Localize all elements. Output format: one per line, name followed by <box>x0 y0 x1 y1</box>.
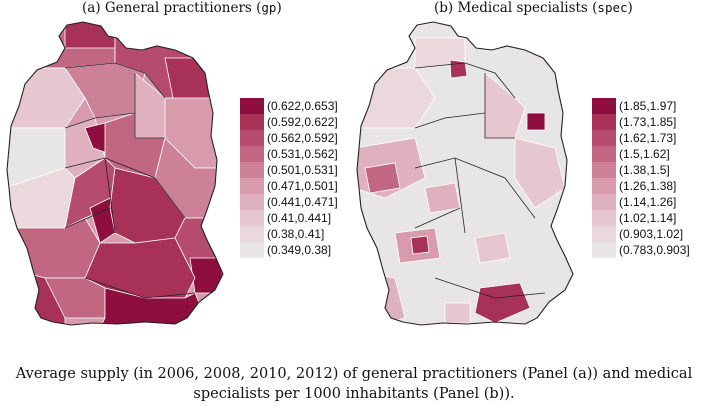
legend-label: (1.62,1.73] <box>619 131 677 145</box>
region-north-coast <box>64 22 116 49</box>
legend-label: (0.622,0.653] <box>267 99 338 113</box>
legend-label: (1.14,1.26] <box>619 195 677 209</box>
region-mannheim <box>410 235 430 255</box>
germany-map-spec <box>356 21 574 326</box>
legend-gp: (0.622,0.653] (0.592,0.622] (0.562,0.592] (… <box>240 98 338 258</box>
legend-entry: (1.73,1.85] <box>592 114 690 130</box>
germany-map-gp <box>6 21 224 326</box>
legend-swatch <box>240 226 264 242</box>
legend-entry: (0.501,0.531] <box>240 162 338 178</box>
region-koeln <box>364 162 401 194</box>
legend-entry: (0.38,0.41] <box>240 226 338 242</box>
legend-swatch <box>592 210 616 226</box>
legend-entry: (0.531,0.562] <box>240 146 338 162</box>
legend-entry: (1.85,1.97] <box>592 98 690 114</box>
legend-label: (0.903,1.02] <box>619 227 684 241</box>
legend-swatch <box>240 242 264 258</box>
legend-label: (1.73,1.85] <box>619 115 677 129</box>
legend-swatch <box>592 178 616 194</box>
legend-swatch <box>592 114 616 130</box>
region-sachsen <box>514 137 566 209</box>
legend-entry: (0.783,0.903] <box>592 242 690 258</box>
panel-a-title: (a) General practitioners (gp) <box>82 0 282 16</box>
legend-swatch <box>592 162 616 178</box>
legend-entry: (1.38,1.5] <box>592 162 690 178</box>
legend-entry: (0.349,0.38] <box>240 242 338 258</box>
legend-swatch <box>240 130 264 146</box>
legend-label: (1.5,1.62] <box>619 147 670 161</box>
legend-entry: (0.903,1.02] <box>592 226 690 242</box>
legend-label: (0.471,0.501] <box>267 179 338 193</box>
region-nuernberg <box>474 232 511 264</box>
panel-b-title: (b) Medical specialists (spec) <box>434 0 633 16</box>
region-allgaeu <box>444 302 471 324</box>
legend-swatch <box>240 210 264 226</box>
legend-entry: (0.622,0.653] <box>240 98 338 114</box>
region-hamburg <box>449 59 468 79</box>
legend-swatch <box>240 178 264 194</box>
legend-swatch <box>592 130 616 146</box>
legend-label: (0.441,0.471] <box>267 195 338 209</box>
legend-swatch <box>592 98 616 114</box>
legend-entry: (0.592,0.622] <box>240 114 338 130</box>
legend-spec: (1.85,1.97] (1.73,1.85] (1.62,1.73] (1.5,1.… <box>592 98 690 258</box>
legend-label: (0.783,0.903] <box>619 243 690 257</box>
legend-entry: (1.02,1.14] <box>592 210 690 226</box>
legend-swatch <box>240 162 264 178</box>
legend-label: (0.501,0.531] <box>267 163 338 177</box>
legend-label: (0.562,0.592] <box>267 131 338 145</box>
caption-line-1: Average supply (in 2006, 2008, 2010, 201… <box>15 366 693 382</box>
legend-swatch <box>240 98 264 114</box>
legend-entry: (1.5,1.62] <box>592 146 690 162</box>
legend-label: (0.531,0.562] <box>267 147 338 161</box>
region-niederbayern <box>189 257 223 294</box>
legend-entry: (0.471,0.501] <box>240 178 338 194</box>
legend-swatch <box>240 194 264 210</box>
legend-swatch <box>592 242 616 258</box>
legend-label: (1.38,1.5] <box>619 163 670 177</box>
legend-label: (1.85,1.97] <box>619 99 677 113</box>
legend-swatch <box>592 226 616 242</box>
legend-label: (0.41,0.441] <box>267 211 332 225</box>
legend-entry: (0.441,0.471] <box>240 194 338 210</box>
legend-swatch <box>240 114 264 130</box>
legend-entry: (0.562,0.592] <box>240 130 338 146</box>
caption-line-2: specialists per 1000 inhabitants (Panel … <box>193 386 515 402</box>
legend-swatch <box>240 146 264 162</box>
panel-b-code: spec <box>597 0 628 15</box>
state-borders-a <box>64 62 196 299</box>
legend-label: (0.38,0.41] <box>267 227 325 241</box>
legend-entry: (0.41,0.441] <box>240 210 338 226</box>
legend-entry: (1.62,1.73] <box>592 130 690 146</box>
legend-entry: (1.26,1.38] <box>592 178 690 194</box>
legend-label: (1.02,1.14] <box>619 211 677 225</box>
region-muenchen <box>474 282 531 324</box>
region-berlin <box>526 112 546 131</box>
legend-swatch <box>592 146 616 162</box>
legend-label: (1.26,1.38] <box>619 179 677 193</box>
legend-entry: (1.14,1.26] <box>592 194 690 210</box>
legend-label: (0.592,0.622] <box>267 115 338 129</box>
panel-a-code: gp <box>261 0 277 15</box>
germany-outline-a <box>6 21 224 326</box>
legend-swatch <box>592 194 616 210</box>
legend-label: (0.349,0.38] <box>267 243 332 257</box>
state-borders-b <box>414 62 546 299</box>
germany-outline-b <box>356 21 574 326</box>
figure-caption: Average supply (in 2006, 2008, 2010, 201… <box>0 364 708 404</box>
region-frankfurt <box>424 182 461 214</box>
